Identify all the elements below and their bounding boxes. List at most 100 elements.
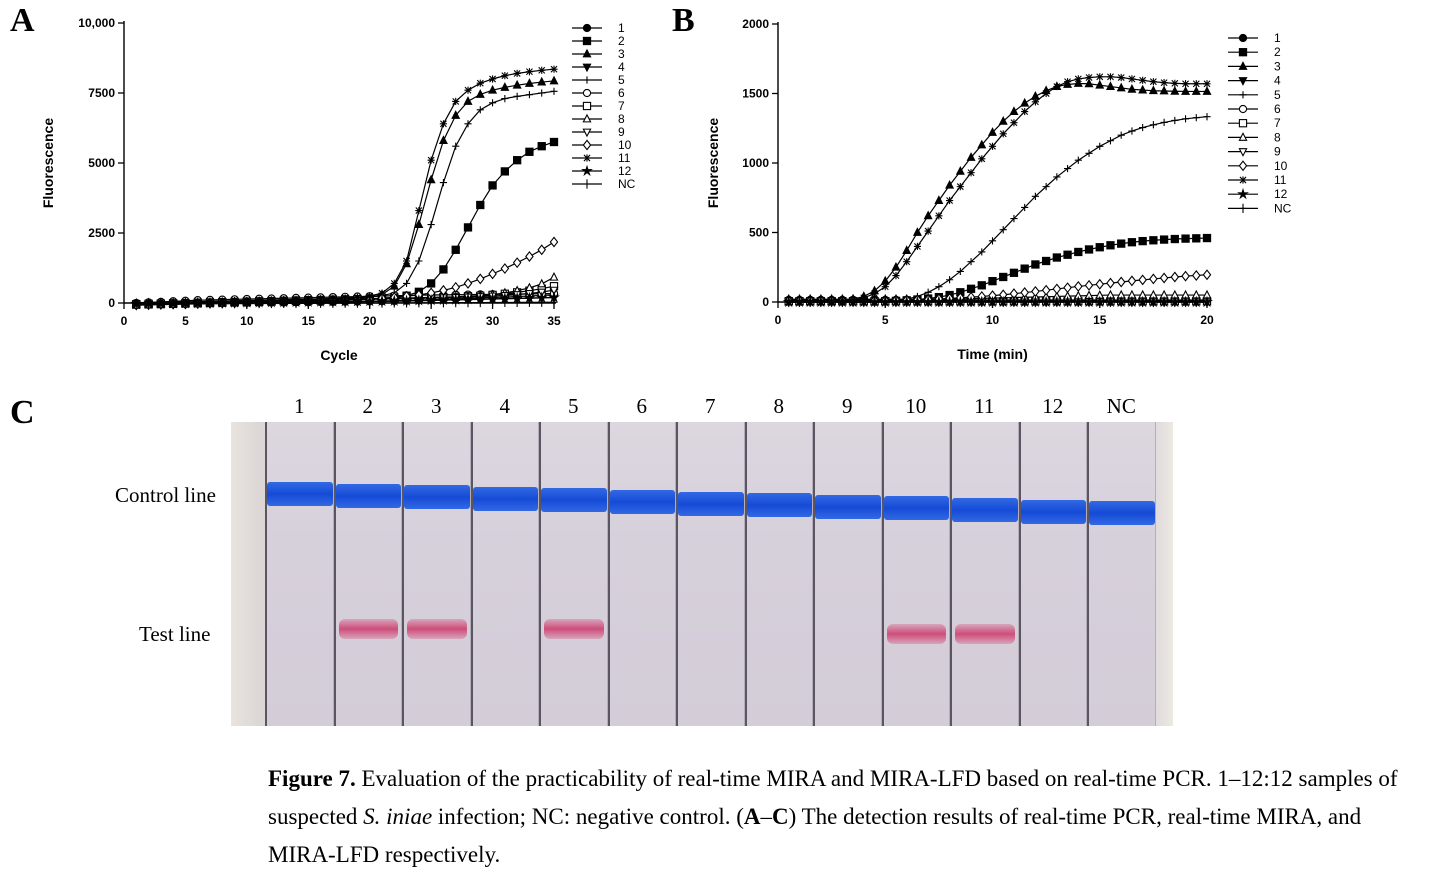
lane-label-5: 5: [568, 394, 579, 418]
chart-a-point-3: [451, 110, 461, 119]
panel-letter-a: A: [10, 2, 35, 39]
chart-a-point-11: [415, 207, 423, 215]
chart-b-point-5: [999, 226, 1007, 234]
chart-b-point-11: [1117, 73, 1125, 82]
chart-b-point-3: [1073, 78, 1083, 87]
chart-b-point-5: [978, 248, 986, 256]
test-band: [544, 619, 604, 639]
chart-b-point-10: [1138, 274, 1147, 286]
chart-b-point-2: [1106, 241, 1115, 250]
chart-a-point-2: [500, 167, 510, 176]
chart-b-legend-item-10: 10: [1228, 159, 1288, 173]
chart-a-point-nc: [304, 298, 312, 308]
chart-a-point-11: [427, 156, 435, 164]
chart-b-point-2: [1052, 253, 1061, 262]
chart-b-point-11: [967, 169, 975, 177]
chart-b-point-10: [1063, 282, 1072, 294]
chart-b-point-nc: [1063, 297, 1072, 307]
lfd-strip-4: [470, 422, 539, 726]
chart-a-y-tick-label: 2500: [88, 226, 115, 240]
chart-b-point-5: [1171, 116, 1179, 125]
chart-b-y-tick-label: 2000: [742, 17, 769, 31]
chart-b-legend-marker: [1237, 187, 1249, 200]
chart-a-point-11: [476, 79, 484, 87]
chart-a-point-nc: [488, 297, 497, 308]
chart-b-point-nc: [935, 297, 943, 307]
chart-b-point-nc: [967, 297, 975, 307]
chart-a-point-2: [451, 245, 460, 254]
chart-b-point-2: [1020, 264, 1029, 273]
chart-b-series-5: [785, 113, 1211, 306]
chart-a-point-11: [525, 68, 534, 76]
lane-label-2: 2: [362, 394, 374, 418]
chart-b-point-nc: [924, 297, 932, 307]
chart-a-legend-marker: [583, 76, 591, 84]
chart-b-point-2: [1138, 236, 1147, 246]
chart-a-point-nc: [132, 299, 140, 309]
chart-a-point-3: [500, 82, 510, 91]
lfd-strip-12: [1018, 422, 1087, 726]
lane-label-1: 1: [294, 394, 305, 418]
chart-a-legend-marker: [583, 179, 591, 189]
chart-b-x-tick-label: 5: [882, 313, 889, 327]
lfd-strip-7: [676, 422, 745, 726]
chart-b-point-nc: [946, 297, 954, 307]
chart-b-point-nc: [892, 297, 900, 307]
chart-b-point-3: [977, 139, 987, 149]
chart-b-legend-marker: [1238, 61, 1248, 70]
chart-b-point-nc: [988, 297, 997, 307]
chart-a-legend-item-2: 2: [572, 34, 625, 48]
chart-a-point-5: [538, 89, 546, 97]
chart-a-point-3: [414, 219, 424, 229]
chart-b-point-2: [1031, 260, 1040, 269]
chart-b-point-nc: [1053, 297, 1061, 307]
chart-a-series-2: [132, 137, 559, 309]
chart-b-point-nc: [1139, 297, 1147, 307]
chart-b-point-11: [881, 283, 889, 291]
lane-label-nc: NC: [1106, 394, 1136, 418]
chart-a-legend-marker: [582, 113, 592, 123]
chart-b-point-5: [1085, 149, 1093, 157]
chart-a-x-tick-label: 15: [302, 314, 316, 328]
chart-a-series-line-2: [136, 141, 555, 306]
chart-b-legend-label: 4: [1274, 74, 1281, 88]
chart-a-legend-marker: [582, 128, 592, 138]
chart-a-point-2: [488, 181, 497, 190]
chart-b-point-11: [1106, 73, 1115, 81]
chart-a-point-nc: [329, 298, 337, 308]
chart-b-point-3: [902, 245, 912, 254]
chart-b-point-10: [1052, 283, 1062, 295]
chart-a-point-10: [525, 251, 534, 263]
chart-b-point-3: [1030, 90, 1040, 100]
chart-b-point-nc: [1171, 297, 1179, 307]
chart-a-point-3: [463, 96, 473, 105]
control-band: [267, 482, 333, 506]
control-band: [746, 493, 812, 518]
chart-a-legend-item-5: 5: [572, 73, 625, 87]
chart-b-point-11: [988, 142, 997, 150]
chart-b-legend-marker: [1238, 33, 1248, 43]
chart-b-series-line-2: [788, 237, 1208, 302]
chart-a-point-9: [549, 286, 559, 296]
chart-a-legend-marker: [582, 48, 592, 58]
chart-a-legend-marker: [583, 154, 591, 162]
chart-a-point-nc: [415, 298, 423, 308]
chart-a-point-10: [500, 263, 510, 275]
control-band: [1089, 501, 1155, 526]
chart-b-point-11: [946, 196, 954, 205]
chart-a-y-tick-label: 10,000: [78, 16, 115, 30]
chart-a-point-nc: [169, 299, 177, 309]
lfd-strip-1: [265, 422, 334, 726]
chart-b-point-2: [1084, 245, 1094, 254]
chart-a-point-3: [549, 75, 559, 85]
chart-b-point-nc: [785, 297, 793, 307]
chart-b-point-11: [1203, 80, 1211, 88]
chart-a-point-nc: [316, 298, 325, 308]
chart-a-point-8: [549, 271, 559, 281]
chart-a-legend-label: 10: [618, 138, 632, 152]
chart-b-point-10: [1202, 269, 1212, 281]
chart-a-legend-item-9: 9: [572, 125, 625, 139]
chart-b-point-nc: [1042, 297, 1050, 307]
chart-b-point-nc: [849, 297, 857, 307]
chart-b-point-nc: [1096, 297, 1104, 307]
